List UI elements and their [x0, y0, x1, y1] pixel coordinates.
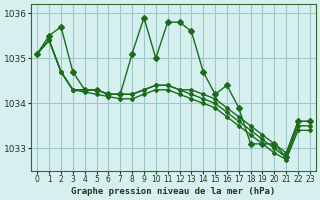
- X-axis label: Graphe pression niveau de la mer (hPa): Graphe pression niveau de la mer (hPa): [71, 187, 276, 196]
